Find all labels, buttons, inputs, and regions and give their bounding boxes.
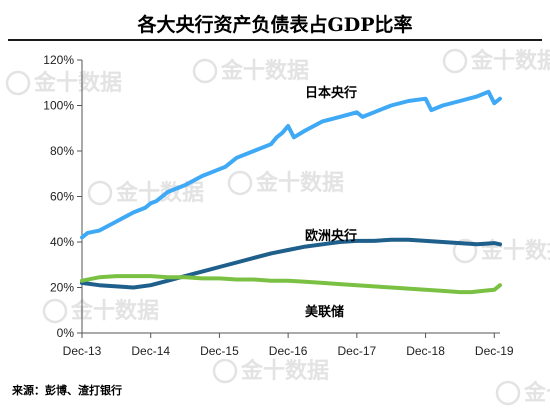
y-tick-label: 80%: [50, 144, 74, 158]
svg-text:金十数据: 金十数据: [240, 358, 329, 384]
fed-line: [80, 274, 502, 295]
x-tick-label: Dec-19: [475, 344, 514, 358]
series-layer: [80, 89, 502, 295]
svg-text:金十数据: 金十数据: [220, 58, 309, 84]
boj-line: [80, 89, 502, 240]
watermark-layer: 金十数据金十数据金十数据金十数据金十数据金十数据金十数据金十数据金十数据: [5, 48, 550, 406]
ecb-line: [80, 237, 502, 290]
title-rule: [8, 39, 542, 41]
fed-label: 美联储: [305, 304, 344, 320]
ecb-label: 欧洲央行: [305, 228, 357, 244]
x-axis-ticks: Dec-13 Dec-14 Dec-15 Dec-16 Dec-17 Dec-18 Dec-…: [63, 333, 514, 358]
svg-text:金十数据: 金十数据: [33, 70, 122, 96]
watermark: 金十数据: [495, 380, 550, 406]
y-tick-label: 60%: [50, 190, 74, 204]
watermark: 金十数据: [42, 298, 159, 324]
x-tick-label: Dec-13: [63, 344, 102, 358]
x-tick-label: Dec-14: [131, 344, 170, 358]
watermark: 金十数据: [192, 58, 309, 84]
y-tick-label: 0%: [57, 326, 75, 340]
y-tick-label: 120%: [43, 53, 74, 67]
x-tick-label: Dec-18: [406, 344, 445, 358]
y-tick-label: 40%: [50, 235, 74, 249]
y-axis-ticks: 0% 20% 40% 60% 80% 100% 120%: [43, 53, 82, 340]
watermark: 金十数据: [227, 170, 344, 196]
svg-text:金十数据: 金十数据: [255, 170, 344, 196]
svg-text:金十数据: 金十数据: [70, 298, 159, 324]
chart-title: 各大央行资产负债表占GDP比率: [137, 14, 413, 36]
x-tick-label: Dec-15: [200, 344, 239, 358]
x-tick-label: Dec-17: [338, 344, 377, 358]
watermark: 金十数据: [212, 358, 329, 384]
source-note: 来源：彭博、渣打银行: [12, 384, 122, 397]
x-tick-label: Dec-16: [269, 344, 308, 358]
svg-text:金十数据: 金十数据: [523, 380, 550, 406]
y-tick-label: 100%: [43, 99, 74, 113]
y-tick-label: 20%: [50, 281, 74, 295]
watermark: 金十数据: [5, 70, 122, 96]
watermark: 金十数据: [442, 48, 550, 74]
svg-text:金十数据: 金十数据: [470, 48, 550, 74]
boj-label: 日本央行: [305, 85, 357, 101]
